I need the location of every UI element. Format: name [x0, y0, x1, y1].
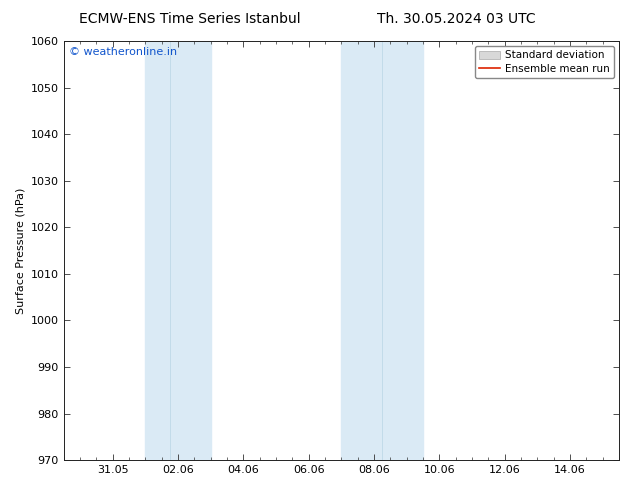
Y-axis label: Surface Pressure (hPa): Surface Pressure (hPa)	[15, 187, 25, 314]
Text: Th. 30.05.2024 03 UTC: Th. 30.05.2024 03 UTC	[377, 12, 536, 26]
Bar	[341, 41, 423, 460]
Text: © weatheronline.in: © weatheronline.in	[69, 48, 178, 57]
Bar	[145, 41, 210, 460]
Legend: Standard deviation, Ensemble mean run: Standard deviation, Ensemble mean run	[475, 46, 614, 78]
Text: ECMW-ENS Time Series Istanbul: ECMW-ENS Time Series Istanbul	[79, 12, 301, 26]
